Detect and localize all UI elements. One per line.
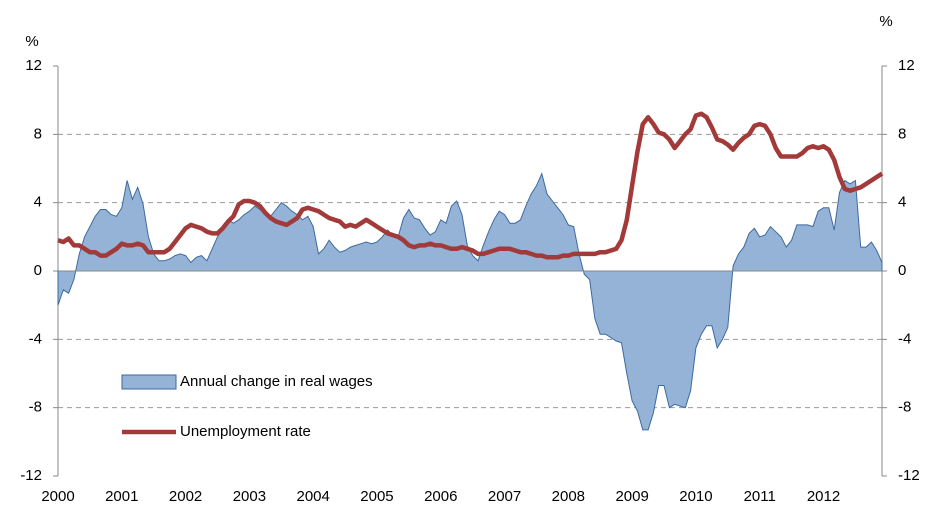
line	[57, 111, 884, 260]
y-tick-label: 0	[34, 262, 42, 279]
x-tick-label: 2009	[615, 488, 648, 505]
legend-label: Unemployment rate	[180, 423, 311, 440]
x-tick-label: 2006	[424, 488, 457, 505]
x-tick-label: 2000	[41, 488, 74, 505]
y2-tick-label: -8	[898, 399, 911, 416]
y2-tick-label: 4	[898, 194, 906, 211]
x-tick-label: 2012	[807, 488, 840, 505]
x-tick-label: 2011	[744, 488, 776, 505]
x-tick-label: 2007	[488, 488, 521, 505]
y2-tick-label: -4	[898, 330, 911, 347]
legend-label: Annual change in real wages	[180, 373, 373, 390]
y-tick-label: 12	[25, 57, 42, 74]
y-axis-label: %	[25, 33, 38, 50]
y-tick-label: -12	[20, 467, 42, 484]
y2-tick-label: 0	[898, 262, 906, 279]
x-tick-label: 2003	[233, 488, 266, 505]
x-tick-label: 2004	[296, 488, 329, 505]
y2-tick-label: 12	[898, 57, 915, 74]
x-tick-label: 2005	[360, 488, 393, 505]
y-tick-label: 4	[34, 194, 42, 211]
y-tick-label: -4	[29, 330, 42, 347]
legend-swatch	[121, 374, 177, 390]
x-tick-label: 2001	[105, 488, 138, 505]
y2-axis-label: %	[879, 13, 892, 30]
x-tick-label: 2008	[552, 488, 585, 505]
x-tick-label: 2010	[679, 488, 712, 505]
x-tick-label: 2002	[169, 488, 202, 505]
y-tick-label: 8	[34, 125, 42, 142]
y2-tick-label: -12	[898, 467, 920, 484]
y2-tick-label: 8	[898, 125, 906, 142]
area	[57, 172, 883, 431]
y-tick-label: -8	[29, 399, 42, 416]
